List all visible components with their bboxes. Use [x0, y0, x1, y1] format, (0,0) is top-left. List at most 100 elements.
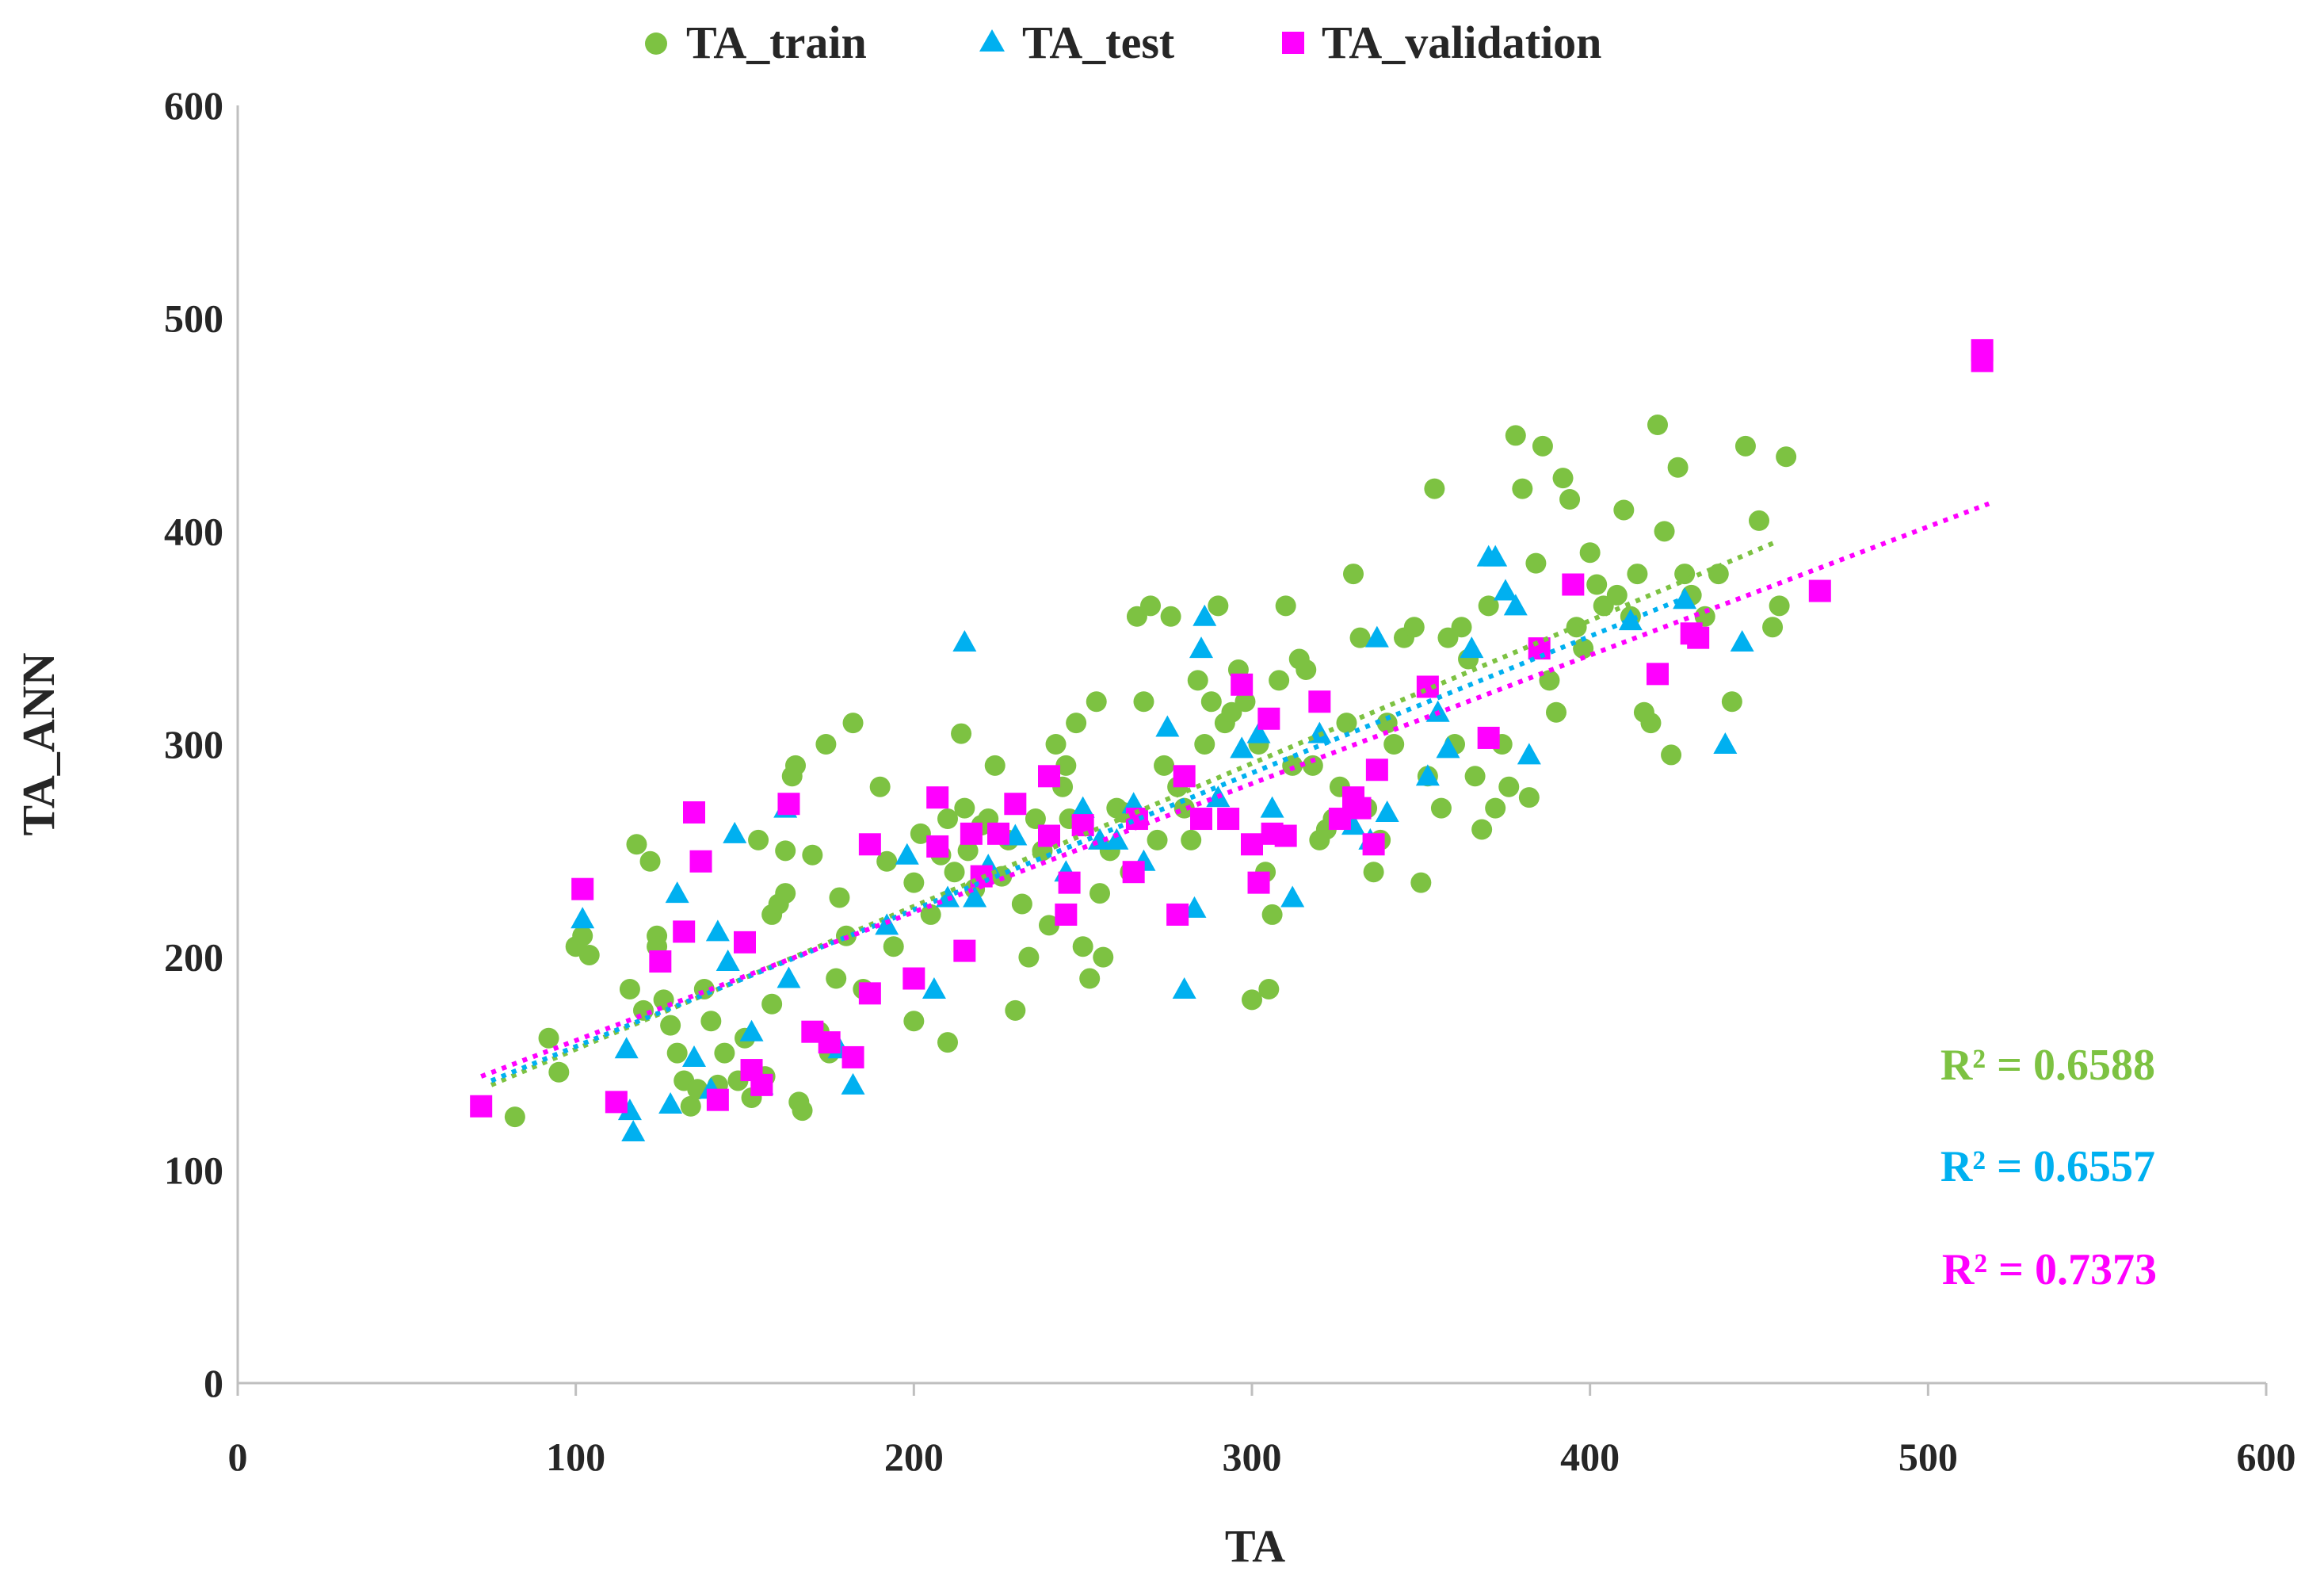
series-train: [504, 415, 1797, 1128]
data-point: [1093, 946, 1114, 968]
legend-label-train: TA_train: [686, 17, 867, 68]
data-point: [1140, 595, 1161, 617]
y-tick-label: 100: [164, 1148, 223, 1192]
data-point: [706, 1088, 729, 1111]
data-point: [1517, 743, 1541, 765]
legend-marker-test: [979, 29, 1005, 52]
data-point: [1038, 765, 1060, 788]
data-point: [937, 1032, 958, 1053]
data-point: [1503, 594, 1528, 616]
data-point: [1776, 446, 1797, 468]
data-point: [1464, 766, 1486, 787]
data-point: [605, 1091, 628, 1114]
legend-label-validation: TA_validation: [1322, 17, 1601, 68]
data-point: [653, 989, 674, 1011]
r2-label-validation: R² = 0.7373: [1942, 1245, 2157, 1294]
trendlines: [480, 501, 1990, 1087]
data-point: [1687, 626, 1710, 649]
data-point: [858, 833, 881, 856]
data-point: [660, 1015, 681, 1036]
data-point: [957, 840, 979, 862]
data-point: [1230, 736, 1254, 759]
data-point: [1364, 625, 1389, 648]
data-point: [1546, 701, 1567, 723]
data-point: [1532, 435, 1553, 457]
data-point: [841, 1045, 864, 1068]
data-point: [1241, 833, 1263, 856]
data-point: [826, 968, 847, 989]
data-point: [1242, 989, 1262, 1011]
data-point: [1460, 636, 1484, 659]
data-point: [1410, 872, 1432, 893]
y-tick-label: 200: [164, 935, 223, 980]
data-point: [1483, 545, 1508, 567]
data-point: [1025, 808, 1046, 830]
data-point: [1667, 457, 1689, 478]
data-point: [1072, 936, 1093, 957]
data-point: [1154, 755, 1175, 776]
data-point: [777, 793, 800, 816]
x-tick-label: 600: [2237, 1435, 2296, 1479]
data-point: [700, 1011, 722, 1032]
data-point: [1415, 764, 1440, 786]
data-point: [1505, 425, 1526, 446]
data-point: [665, 881, 689, 904]
data-point: [1661, 744, 1682, 766]
data-point: [1261, 904, 1283, 925]
data-point: [1160, 606, 1181, 627]
data-point: [1606, 584, 1628, 606]
data-point: [571, 877, 594, 900]
data-point: [619, 978, 640, 999]
data-point: [1478, 595, 1499, 617]
data-point: [1734, 435, 1756, 457]
data-point: [1308, 690, 1331, 713]
data-point: [1066, 713, 1087, 734]
data-point: [1708, 564, 1729, 585]
data-point: [1730, 630, 1754, 652]
data-point: [987, 822, 1009, 845]
x-axis-title: TA: [1225, 1520, 1285, 1572]
data-point: [1257, 707, 1280, 730]
data-point: [1647, 663, 1669, 686]
trendline: [490, 593, 1692, 1083]
data-point: [792, 1100, 813, 1122]
data-point: [920, 904, 941, 925]
data-point: [658, 1092, 683, 1114]
data-point: [1713, 732, 1738, 754]
data-point: [1343, 564, 1364, 585]
data-point: [571, 907, 595, 929]
data-point: [785, 755, 806, 776]
data-point: [1274, 824, 1297, 847]
data-point: [1485, 797, 1506, 819]
data-point: [1045, 734, 1067, 755]
data-point: [952, 630, 977, 652]
data-point: [548, 1061, 570, 1083]
data-point: [1055, 755, 1077, 776]
data-point: [953, 939, 976, 962]
data-point: [869, 776, 891, 797]
data-point: [649, 950, 672, 973]
data-point: [1436, 736, 1460, 759]
data-point: [1362, 833, 1385, 856]
r2-label-test: R² = 0.6557: [1940, 1142, 2155, 1191]
legend-marker-train: [645, 32, 667, 55]
data-point: [716, 950, 740, 972]
data-point: [1769, 595, 1790, 617]
data-point: [1070, 796, 1095, 818]
data-point: [538, 1027, 559, 1049]
data-point: [829, 887, 850, 908]
data-point: [1039, 915, 1059, 936]
data-point: [1808, 579, 1831, 602]
data-point: [954, 797, 975, 819]
data-point: [1654, 521, 1675, 542]
legend: TA_train TA_test TA_validation: [645, 17, 1601, 68]
data-point: [1618, 609, 1643, 631]
data-point: [1105, 827, 1129, 850]
data-point: [1275, 595, 1296, 617]
data-point: [1187, 670, 1208, 691]
data-point: [1451, 617, 1472, 638]
x-tick-label: 400: [1560, 1435, 1620, 1479]
y-tick-label: 0: [204, 1361, 223, 1405]
data-point: [1376, 713, 1398, 734]
